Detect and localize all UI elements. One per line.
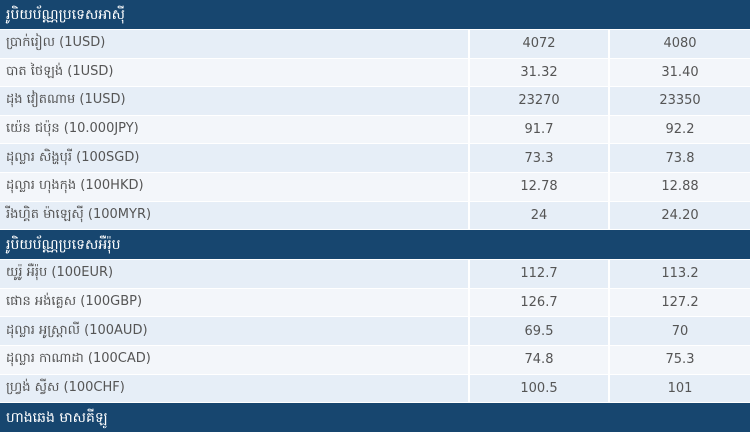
rate-row: ផោន អង់គ្លេស (100GBP) 126.7 127.2 [0,288,750,318]
buy-rate: 126.7 [470,288,610,317]
buy-rate: 100.5 [470,374,610,403]
sell-rate: 31.40 [661,64,699,80]
buy-rate: 74.8 [470,345,610,374]
sell-rate: 12.88 [661,179,699,195]
currency-name: ប្រាក់រៀល (1USD) [0,30,470,58]
currency-name: រីងហ្គិត ម៉ាឡេស៊ី (100MYR) [0,201,470,230]
buy-rate: 69.5 [470,317,610,345]
rate-row: យូរ៉ូ អឺរ៉ុប (100EUR) 112.7 113.2 [0,260,750,289]
rate-row: ដុល្លារ កាណាដា (100CAD) 74.8 75.3 [0,345,750,375]
buy-rate: 4072 [470,30,610,58]
sell-rate: 4080 [663,36,697,52]
rate-row: ដុល្លារ សិង្ហបុរី (100SGD) 73.3 73.8 [0,144,750,173]
buy-rate: 91.7 [470,115,610,144]
section-header: ហាងឆេង មាសគីឡូ [0,403,750,434]
currency-name: ដុល្លារ កាណាដា (100CAD) [0,345,470,374]
currency-name: យ៉េន ជប៉ុន (10.000JPY) [0,115,470,144]
sell-rate: 24.20 [661,207,699,223]
currency-name: បាត ថៃឡង់ (1USD) [0,58,470,87]
currency-name: ដុល្លារ អូស្ត្រាលី (100AUD) [0,317,470,345]
rate-row: ប្រាក់រៀល (1USD) 4072 4080 [0,30,750,59]
buy-rate: 73.3 [470,144,610,172]
sell-rate: 75.3 [665,352,695,368]
buy-rate: 112.7 [470,260,610,288]
currency-name: ដុល្លារ ហុងកុង (100HKD) [0,172,470,201]
section-header: រូបិយប័ណ្ណប្រទេសអឺរ៉ុប [0,230,750,261]
rate-row: ដុល្លារ ហុងកុង (100HKD) 12.78 12.88 [0,172,750,202]
buy-rate: 31.32 [470,58,610,87]
sell-rate: 73.8 [665,150,695,166]
rate-row: ហ្វ្រង់ ស្វីស (100CHF) 100.5 101 [0,374,750,404]
currency-name: ដុង វៀតណាម (1USD) [0,87,470,115]
rate-row: បាត ថៃឡង់ (1USD) 31.32 31.40 [0,58,750,88]
buy-rate: 23270 [470,87,610,115]
sell-rate: 113.2 [661,266,699,282]
section-header: រូបិយប័ណ្ណប្រទេសអាស៊ី [0,0,750,30]
rate-row: ដុង វៀតណាម (1USD) 23270 23350 [0,87,750,116]
rate-row: រីងហ្គិត ម៉ាឡេស៊ី (100MYR) 24 24.20 [0,201,750,231]
currency-name: ផោន អង់គ្លេស (100GBP) [0,288,470,317]
sell-rate: 127.2 [661,295,699,311]
rate-row: យ៉េន ជប៉ុន (10.000JPY) 91.7 92.2 [0,115,750,145]
currency-name: ហ្វ្រង់ ស្វីស (100CHF) [0,374,470,403]
buy-rate: 12.78 [470,172,610,201]
rate-row: ដុល្លារ អូស្ត្រាលី (100AUD) 69.5 70 [0,317,750,346]
sell-rate: 92.2 [665,122,695,138]
currency-name: ដុល្លារ សិង្ហបុរី (100SGD) [0,144,470,172]
sell-rate: 101 [667,380,693,396]
sell-rate: 23350 [659,93,701,109]
sell-rate: 70 [671,323,689,339]
currency-name: យូរ៉ូ អឺរ៉ុប (100EUR) [0,260,470,288]
buy-rate: 24 [470,201,610,230]
